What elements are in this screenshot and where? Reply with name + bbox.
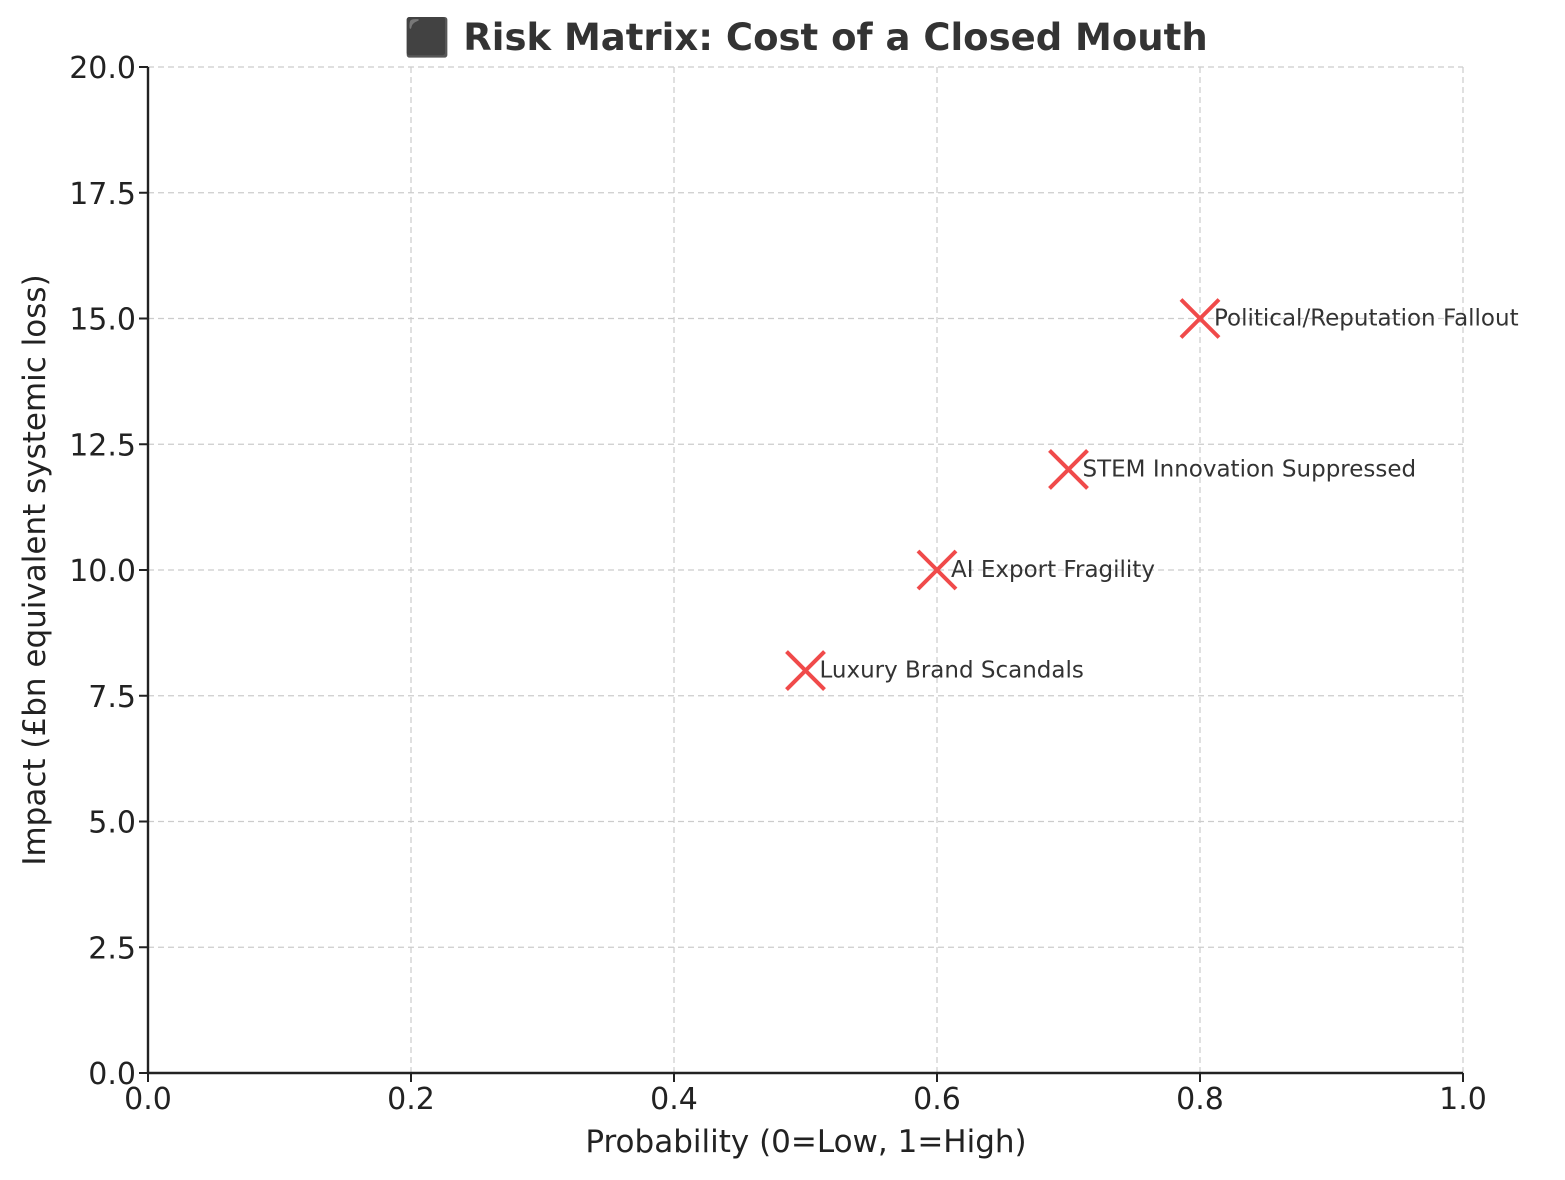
data-points: Luxury Brand Scandals AI Export Fragility… bbox=[785, 298, 1519, 692]
marker-stroke bbox=[1048, 448, 1089, 490]
y-tick-label: 7.5 bbox=[88, 680, 136, 715]
x-tick-label: 0.8 bbox=[1176, 1082, 1224, 1117]
x-tick-label: 0.2 bbox=[387, 1082, 435, 1117]
y-tick-label: 10.0 bbox=[69, 554, 136, 589]
data-point-label: AI Export Fragility bbox=[951, 557, 1155, 583]
y-tick-label: 12.5 bbox=[69, 428, 136, 463]
grid-lines bbox=[147, 66, 1464, 1074]
y-tick-label: 5.0 bbox=[88, 806, 136, 841]
y-tick-label: 17.5 bbox=[69, 177, 136, 212]
data-point-marker bbox=[785, 650, 826, 692]
data-point-label: Political/Reputation Fallout bbox=[1214, 306, 1519, 332]
x-tick-label: 1.0 bbox=[1439, 1082, 1487, 1117]
marker-stroke bbox=[916, 549, 958, 591]
x-tick-label: 0.0 bbox=[124, 1082, 172, 1117]
x-tick-label: 0.4 bbox=[650, 1082, 698, 1117]
data-point-label: Luxury Brand Scandals bbox=[820, 658, 1084, 684]
data-point-label: STEM Innovation Suppressed bbox=[1083, 456, 1417, 482]
x-axis-label: Probability (0=Low, 1=High) bbox=[585, 1124, 1026, 1160]
data-point-marker bbox=[1048, 448, 1089, 490]
y-tick-label: 0.0 bbox=[88, 1057, 136, 1092]
y-tick-label: 15.0 bbox=[69, 303, 136, 338]
y-axis-label: Impact (£bn equivalent systemic loss) bbox=[17, 274, 53, 865]
data-point-marker bbox=[1179, 298, 1221, 339]
axes: 0.0 0.2 0.4 0.6 0.8 1.0 0.0 2.5 5.0 7.5 10.0 12.5 15… bbox=[69, 51, 1487, 1117]
y-tick-label: 2.5 bbox=[88, 931, 136, 966]
chart-title: ⬛ Risk Matrix: Cost of a Closed Mouth bbox=[404, 16, 1207, 59]
x-tick-label: 0.6 bbox=[913, 1082, 961, 1117]
data-point-marker bbox=[916, 549, 958, 591]
marker-stroke bbox=[785, 650, 826, 692]
marker-stroke bbox=[1179, 298, 1221, 339]
y-tick-label: 20.0 bbox=[69, 51, 136, 86]
